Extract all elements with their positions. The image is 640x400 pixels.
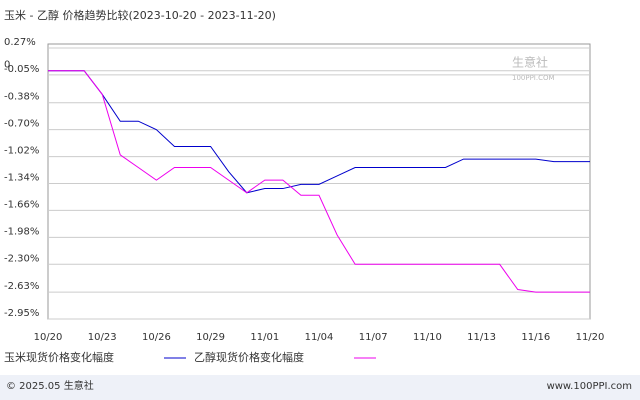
x-tick-label: 11/13 — [467, 332, 496, 343]
y-tick-label: -0.38% — [4, 92, 39, 103]
y-tick-label: -2.30% — [4, 253, 39, 264]
y-tick-label: -1.34% — [4, 173, 39, 184]
footer-right: www.100PPI.com — [547, 381, 632, 392]
x-tick-label: 11/10 — [413, 332, 442, 343]
x-tick-label: 10/26 — [142, 332, 171, 343]
y-tick-label: 0 — [4, 60, 10, 71]
x-tick-label: 11/01 — [250, 332, 279, 343]
legend-label: 乙醇现货价格变化幅度 — [194, 350, 304, 364]
x-tick-label: 11/07 — [359, 332, 388, 343]
legend-label: 玉米现货价格变化幅度 — [4, 350, 114, 364]
y-tick-label: -2.95% — [4, 308, 39, 319]
x-tick-label: 10/23 — [88, 332, 117, 343]
x-tick-label: 11/16 — [521, 332, 550, 343]
watermark: 生意社 — [512, 55, 548, 70]
footer-bar — [0, 375, 640, 400]
y-tick-label: -2.63% — [4, 281, 39, 292]
x-tick-label: 11/20 — [576, 332, 605, 343]
y-tick-label: -1.66% — [4, 199, 39, 210]
y-tick-label: -1.02% — [4, 146, 39, 157]
x-tick-label: 10/29 — [196, 332, 225, 343]
y-tick-label: -0.70% — [4, 119, 39, 130]
y-tick-label: -1.98% — [4, 226, 39, 237]
y-tick-label: -0.05% — [4, 64, 39, 75]
x-tick-label: 10/20 — [34, 332, 63, 343]
watermark-sub: 100PPI.COM — [512, 74, 555, 82]
line-series — [48, 70, 590, 293]
chart-title: 玉米 - 乙醇 价格趋势比较(2023-10-20 - 2023-11-20) — [4, 8, 276, 22]
x-tick-label: 11/04 — [305, 332, 334, 343]
y-tick-label: 0.27% — [4, 37, 36, 48]
footer-left: © 2025.05 生意社 — [6, 379, 94, 392]
line-series — [48, 70, 590, 194]
